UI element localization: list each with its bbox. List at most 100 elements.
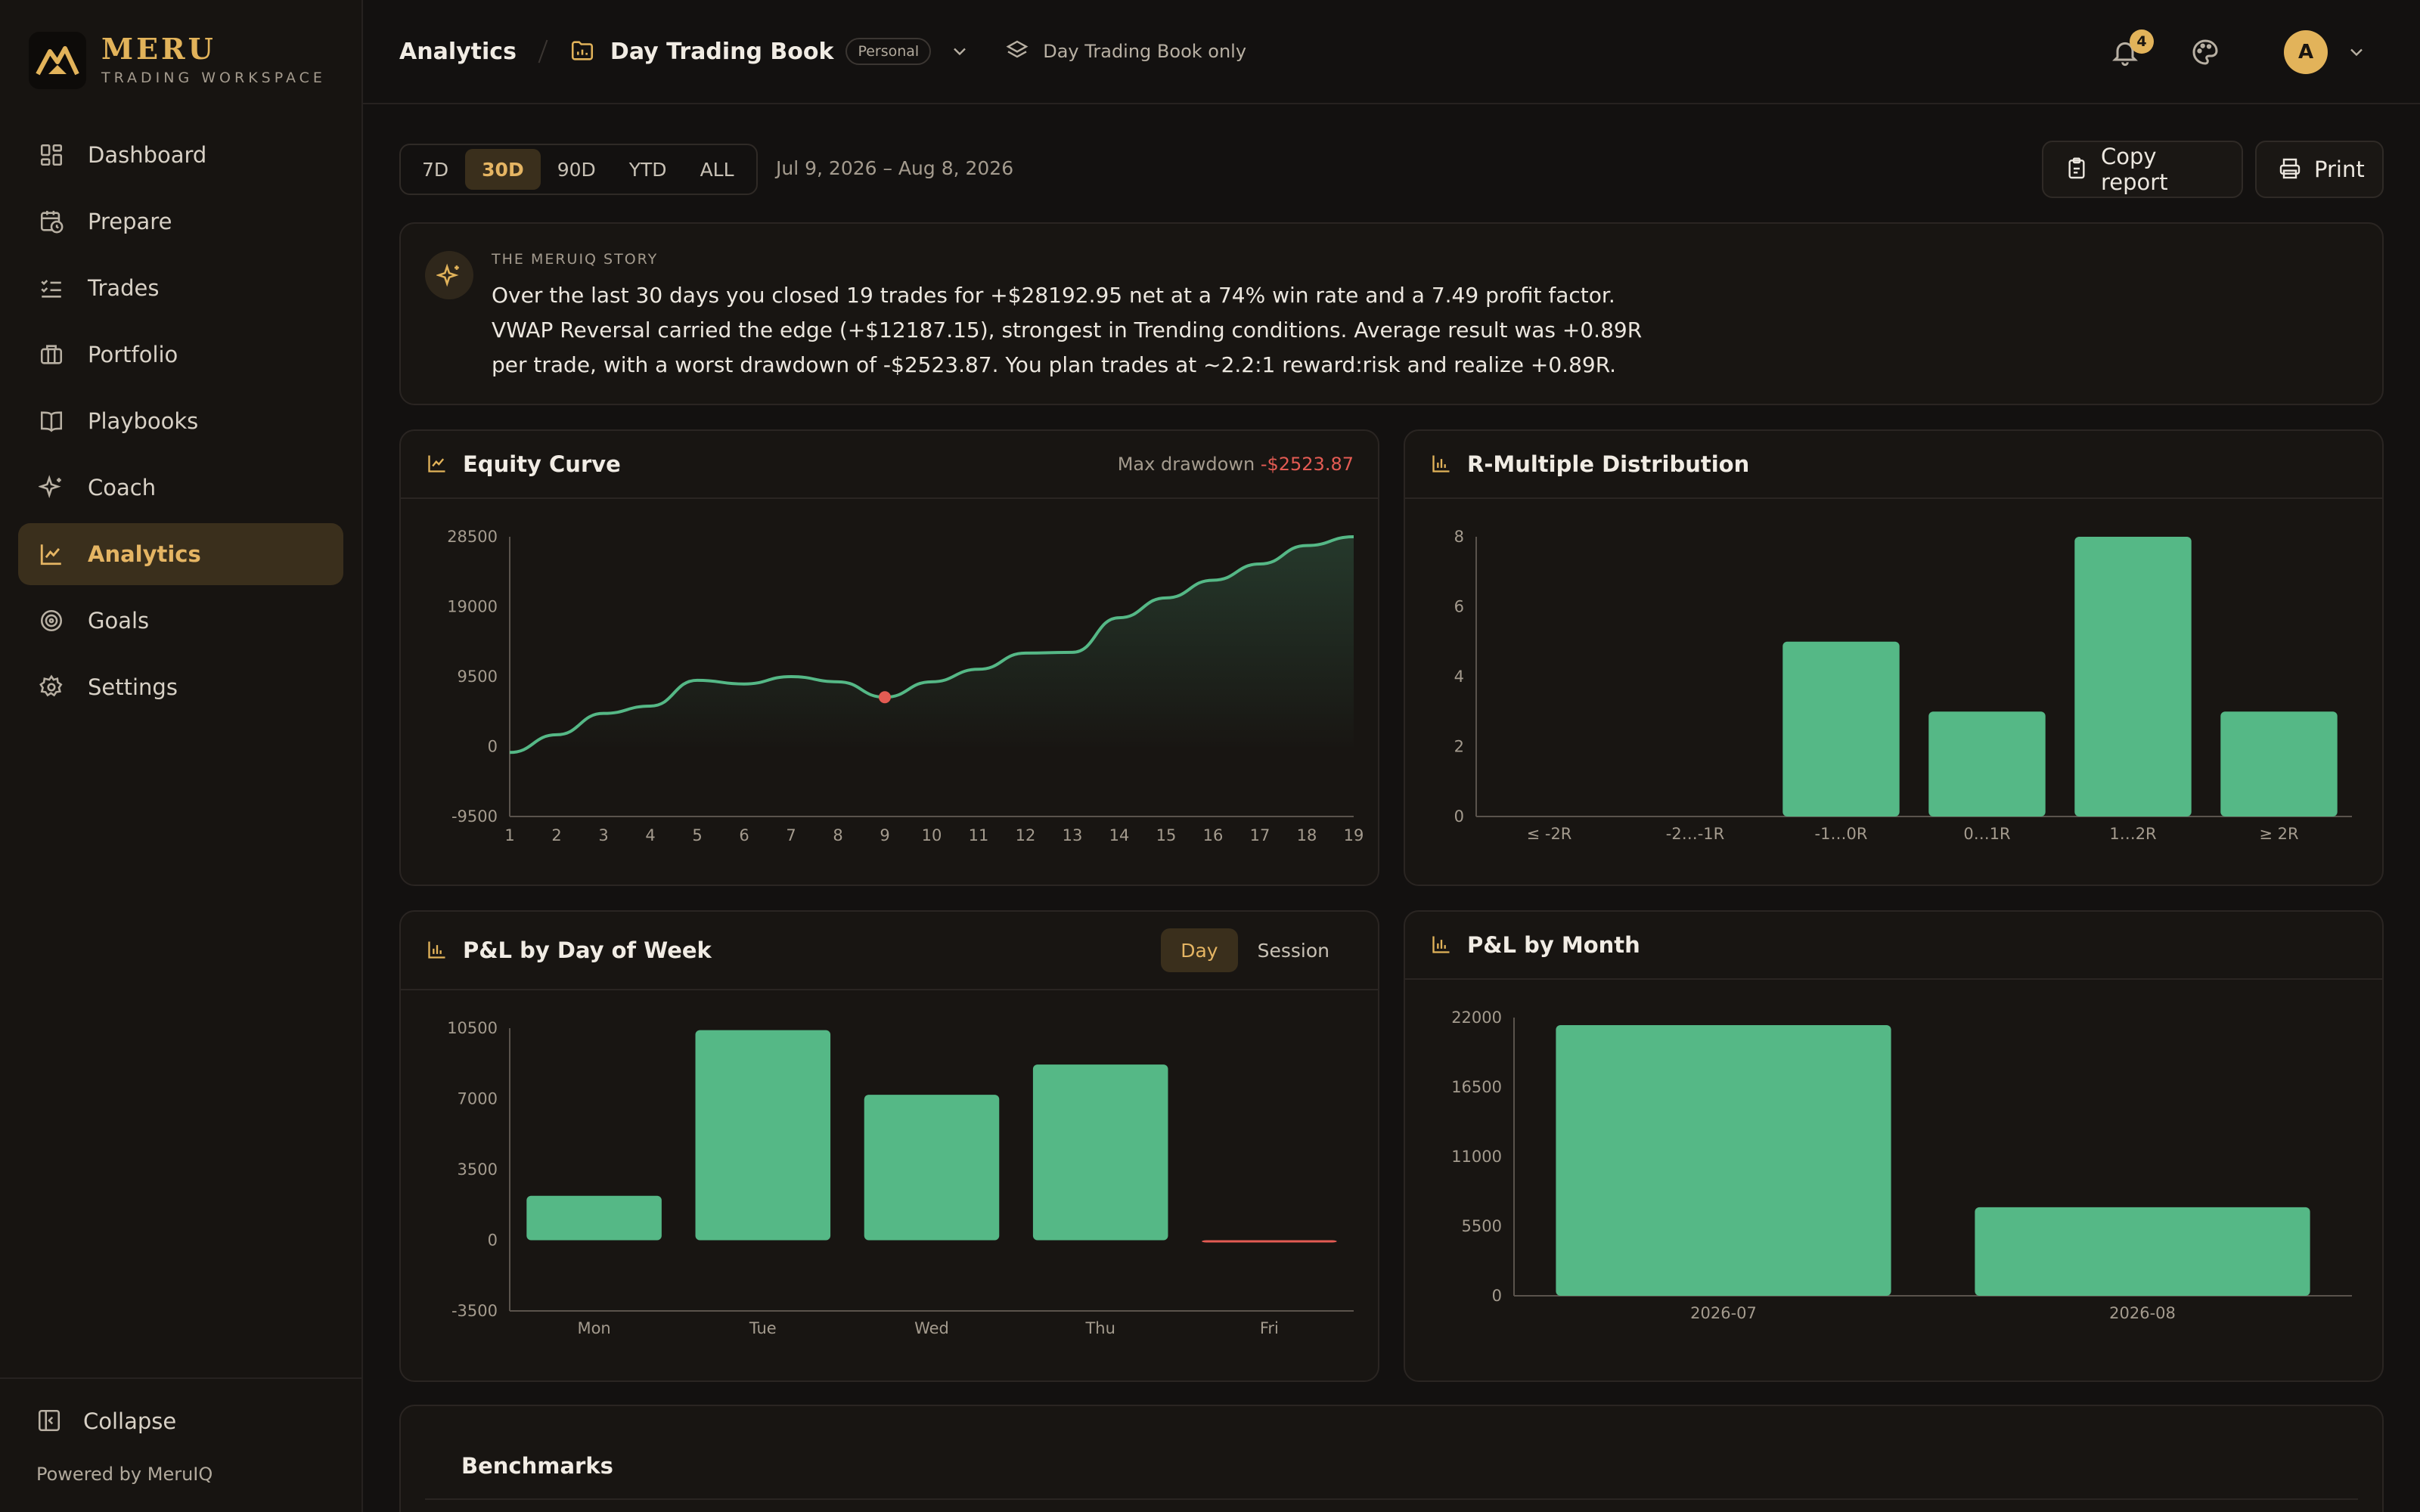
divider: [425, 1498, 2358, 1500]
y-tick-label: 7000: [458, 1090, 498, 1108]
sidebar: MERU TRADING WORKSPACE Dashboard Prepare: [0, 0, 363, 1512]
y-tick-label: 2: [1454, 738, 1464, 756]
bar-chart-icon: [1431, 934, 1454, 956]
scope-label: Day Trading Book only: [1043, 41, 1247, 62]
sidebar-item-label: Settings: [88, 674, 178, 700]
range-7d-button[interactable]: 7D: [422, 158, 449, 181]
pnl-day-of-week-card: P&L by Day of Week Day Session 10500 7000…: [399, 910, 1379, 1382]
book-selector[interactable]: Day Trading Book Personal: [569, 38, 970, 65]
y-tick-label: 0: [488, 1232, 498, 1250]
sidebar-item-label: Coach: [88, 475, 157, 500]
y-tick-label: 19000: [447, 598, 498, 616]
x-tick-label: ≥ 2R: [2259, 825, 2298, 843]
x-tick-label: 12: [1016, 826, 1036, 844]
x-tick-label: Wed: [914, 1319, 949, 1337]
story-label: THE MERUIQ STORY: [492, 251, 659, 268]
x-tick-label: 2: [551, 826, 561, 844]
briefcase-icon: [36, 339, 67, 370]
range-30d-button[interactable]: 30D: [465, 149, 541, 190]
card-header: Equity Curve Max drawdown -$2523.87: [401, 431, 1378, 499]
story-card: THE MERUIQ STORY Over the last 30 days y…: [399, 222, 2384, 405]
max-drawdown-label: Max drawdown: [1117, 454, 1255, 475]
card-title: R-Multiple Distribution: [1467, 451, 1750, 477]
x-tick-label: 4: [645, 826, 655, 844]
copy-report-button[interactable]: Copy report: [2042, 141, 2243, 198]
brand[interactable]: MERU TRADING WORKSPACE: [29, 32, 326, 89]
card-header: P&L by Month: [1405, 912, 2382, 980]
card-title: P&L by Month: [1467, 932, 1640, 958]
x-tick-label: -1…0R: [1815, 825, 1868, 843]
collapse-button[interactable]: Collapse: [36, 1408, 176, 1435]
sidebar-item-label: Dashboard: [88, 142, 207, 168]
x-tick-label: Mon: [577, 1319, 610, 1337]
sidebar-item-coach[interactable]: Coach: [18, 457, 343, 519]
book-badge: Personal: [845, 38, 932, 65]
card-title: Benchmarks: [461, 1453, 613, 1479]
y-tick-label: 22000: [1451, 1009, 1502, 1027]
date-range-label: Jul 9, 2026 – Aug 8, 2026: [776, 157, 1014, 179]
sidebar-item-prepare[interactable]: Prepare: [18, 191, 343, 253]
bar: [1032, 1064, 1168, 1241]
sidebar-item-label: Playbooks: [88, 408, 199, 434]
notifications-button[interactable]: 4: [2110, 29, 2154, 70]
y-tick-label: 6: [1454, 598, 1464, 616]
book-open-icon: [36, 406, 67, 436]
bar: [526, 1195, 662, 1241]
theme-button[interactable]: [2190, 37, 2220, 67]
notification-count-badge: 4: [2130, 29, 2154, 54]
x-tick-label: 19: [1344, 826, 1364, 844]
sidebar-item-dashboard[interactable]: Dashboard: [18, 124, 343, 186]
avatar[interactable]: A: [2284, 30, 2328, 74]
sidebar-item-label: Analytics: [88, 541, 201, 567]
range-ytd-button[interactable]: YTD: [628, 158, 667, 181]
max-drawdown: Max drawdown -$2523.87: [1118, 454, 1354, 475]
sidebar-divider: [0, 1377, 363, 1379]
range-all-button[interactable]: ALL: [700, 158, 734, 181]
bar: [2220, 711, 2338, 816]
toggle-day-button[interactable]: Day: [1161, 928, 1238, 972]
range-90d-button[interactable]: 90D: [557, 158, 596, 181]
printer-icon: [2278, 156, 2302, 182]
x-tick-label: 1: [504, 826, 514, 844]
line-chart-icon: [427, 453, 449, 476]
folder-chart-icon: [569, 38, 597, 65]
bar: [2074, 537, 2192, 816]
sidebar-item-goals[interactable]: Goals: [18, 590, 343, 652]
card-header: P&L by Day of Week Day Session: [401, 912, 1378, 990]
bar-chart-icon: [427, 939, 449, 962]
print-button[interactable]: Print: [2255, 141, 2384, 198]
x-tick-label: 15: [1156, 826, 1177, 844]
y-tick-label: 3500: [458, 1160, 498, 1179]
x-tick-label: 7: [786, 826, 796, 844]
chevron-down-icon[interactable]: [2346, 42, 2367, 63]
line-chart-icon: [36, 539, 67, 569]
r-multiple-card: R-Multiple Distribution 8 6 4 2 0 ≤ -2R -2…-1R…: [1404, 429, 2384, 886]
bar: [864, 1095, 1000, 1241]
benchmarks-card: Benchmarks: [399, 1405, 2384, 1512]
y-tick-label: 0: [488, 738, 498, 756]
x-tick-label: 1…2R: [2109, 825, 2156, 843]
sidebar-item-settings[interactable]: Settings: [18, 656, 343, 718]
x-tick-label: 14: [1109, 826, 1130, 844]
equity-curve-card: Equity Curve Max drawdown -$2523.87 2850…: [399, 429, 1379, 886]
sidebar-item-analytics[interactable]: Analytics: [18, 523, 343, 585]
powered-by: Powered by MeruIQ: [36, 1464, 213, 1485]
scope-selector[interactable]: Day Trading Book only: [1005, 39, 1246, 64]
book-name: Day Trading Book: [610, 38, 834, 65]
sparkles-icon: [425, 251, 473, 299]
sidebar-item-trades[interactable]: Trades: [18, 257, 343, 319]
breadcrumb-analytics[interactable]: Analytics: [399, 38, 517, 65]
y-tick-label: 10500: [447, 1019, 498, 1037]
palette-icon: [2190, 39, 2220, 70]
x-tick-label: 16: [1203, 826, 1224, 844]
toggle-session-button[interactable]: Session: [1257, 939, 1329, 962]
sidebar-item-playbooks[interactable]: Playbooks: [18, 390, 343, 452]
day-of-week-chart: 10500 7000 3500 0 -3500 Mon Tue Wed Thu Fri: [447, 1019, 1354, 1337]
day-session-toggle: Day Session: [1161, 928, 1349, 972]
clipboard-icon: [2065, 156, 2089, 182]
bell-icon: [2110, 42, 2140, 70]
layers-icon: [1005, 39, 1031, 64]
sidebar-item-portfolio[interactable]: Portfolio: [18, 324, 343, 386]
copy-report-label: Copy report: [2101, 144, 2168, 195]
x-tick-label: -2…-1R: [1666, 825, 1724, 843]
